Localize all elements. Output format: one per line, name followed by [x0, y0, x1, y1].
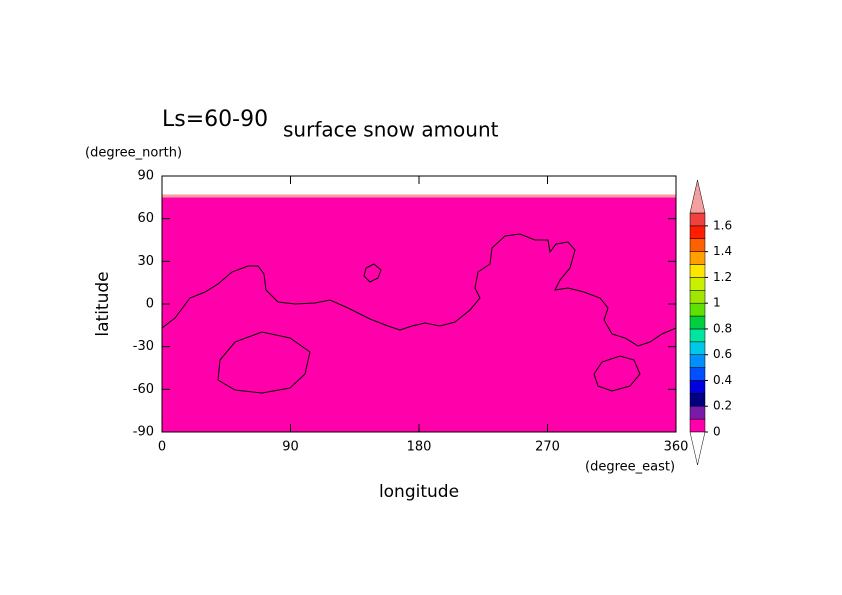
colorbar-box	[689, 328, 706, 343]
axes: 0 90 180 270 360 -90 -60 -30 0 30 60 90	[133, 169, 689, 455]
x-tick-label: 270	[535, 440, 560, 455]
colorbar-box	[689, 367, 706, 381]
colorbar-box	[689, 277, 706, 291]
colorbar-box	[689, 380, 706, 394]
field-band	[162, 197, 676, 432]
colorbar-box	[689, 405, 706, 420]
colorbar-tick-label: 0.6	[713, 347, 732, 361]
colorbar-tick-label: 1	[713, 296, 721, 310]
colorbar-box	[689, 238, 706, 252]
contour-line	[217, 331, 311, 394]
colorbar-box	[689, 418, 706, 433]
colorbar-tick-label: 0.4	[713, 373, 732, 387]
y-tick-label: 30	[137, 254, 154, 269]
chart-title: surface snow amount	[283, 118, 499, 142]
colorbar-tick-label: 0.2	[713, 399, 732, 413]
chart-subtitle: Ls=60-90	[162, 107, 268, 132]
colorbar-box	[689, 212, 706, 227]
field-band	[162, 194, 676, 198]
colorbar-tick-label: 1.6	[713, 218, 732, 232]
colorbar-tick-label: 0.8	[713, 321, 732, 335]
y-tick-label: -90	[133, 425, 154, 440]
x-tick-label: 90	[282, 440, 299, 455]
y-tick-label: -30	[133, 339, 154, 354]
x-axis-title: longitude	[379, 482, 459, 502]
y-unit: (degree_north)	[85, 146, 182, 161]
contour-line	[363, 263, 382, 283]
colorbar-box	[689, 354, 706, 368]
topography-contours	[161, 233, 677, 394]
colorbar: 0 0.2 0.4 0.6 0.8 1 1.2 1.4 1.6	[689, 179, 732, 466]
y-tick-label: 0	[146, 297, 154, 312]
x-unit: (degree_east)	[585, 460, 675, 475]
colorbar-box	[689, 290, 706, 304]
x-tick-label: 180	[407, 440, 432, 455]
colorbar-box	[689, 264, 706, 278]
y-tick-label: 90	[137, 169, 154, 184]
colorbar-box	[689, 393, 706, 407]
colorbar-box	[689, 315, 706, 330]
x-tick-label: 360	[664, 440, 689, 455]
colorbar-over	[689, 179, 706, 214]
contour-line	[161, 233, 677, 347]
colorbar-tick-label: 0	[713, 425, 721, 439]
colorbar-tick-label: 1.4	[713, 244, 732, 258]
colorbar-box	[689, 302, 706, 317]
colorbar-box	[689, 341, 706, 355]
colorbar-tick-label: 1.2	[713, 270, 732, 284]
contour-line	[593, 355, 641, 392]
y-axis-title: latitude	[93, 271, 113, 336]
colorbar-box	[689, 251, 706, 265]
colorbar-box	[689, 225, 706, 240]
plot-area	[162, 194, 676, 432]
y-tick-label: 60	[137, 211, 154, 226]
colorbar-under	[689, 431, 706, 466]
x-tick-label: 0	[158, 440, 166, 455]
y-tick-label: -60	[133, 382, 154, 397]
